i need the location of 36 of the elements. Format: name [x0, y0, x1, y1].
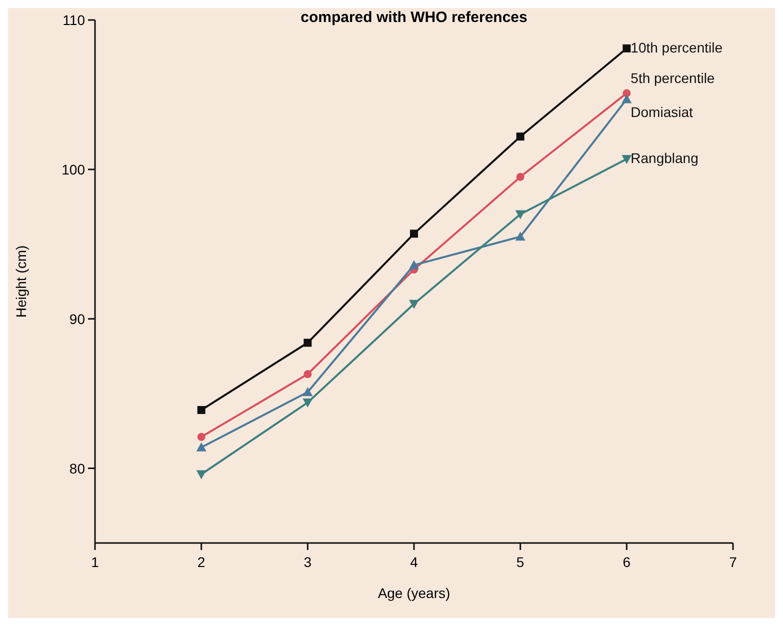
point — [197, 432, 206, 441]
point — [410, 230, 418, 238]
point — [304, 370, 312, 378]
y-axis-title: Height (cm) — [13, 245, 29, 318]
x-tick-label: 7 — [729, 554, 738, 570]
point — [516, 172, 524, 181]
x-axis-title: Age (years) — [378, 585, 450, 601]
point — [304, 338, 312, 347]
chart-title: compared with WHO references — [300, 9, 528, 26]
point — [516, 132, 524, 141]
point — [302, 387, 313, 396]
x-tick-label: 3 — [304, 554, 312, 570]
point — [515, 210, 526, 220]
series-label: 5th percentile — [630, 70, 715, 86]
x-tick-label: 4 — [410, 554, 418, 570]
point — [622, 44, 631, 52]
x-tick-label: 2 — [197, 554, 206, 570]
y-tick-label: 110 — [62, 12, 86, 28]
point — [302, 398, 313, 408]
point — [196, 442, 206, 452]
point — [622, 154, 632, 164]
series-label: Domiasiat — [630, 104, 694, 120]
y-tick-label: 90 — [69, 310, 86, 327]
point — [197, 406, 206, 414]
point — [515, 232, 526, 241]
y-tick-label: 100 — [62, 161, 86, 178]
x-tick-label: 5 — [516, 554, 524, 570]
point — [409, 260, 419, 270]
y-tick-label: 80 — [69, 460, 86, 476]
x-tick-label: 1 — [91, 554, 100, 570]
series-label: 10th percentile — [630, 39, 723, 56]
x-tick-label: 6 — [622, 554, 631, 570]
point — [622, 94, 632, 104]
point — [409, 300, 419, 309]
series-label: Rangblang — [630, 150, 698, 166]
point — [196, 470, 206, 480]
